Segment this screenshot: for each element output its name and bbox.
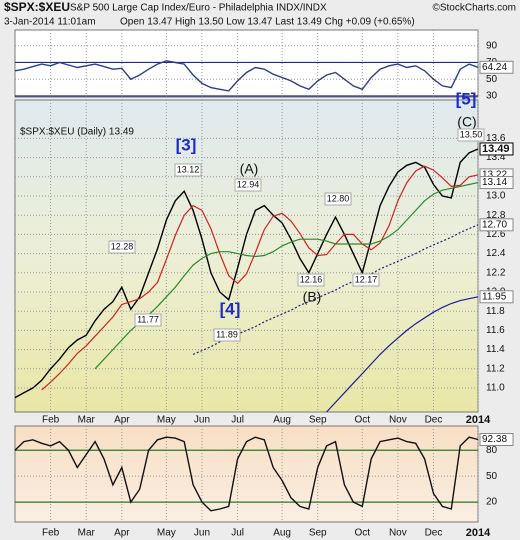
panel	[14, 29, 479, 98]
description: S&P 500 Large Cap Index/Euro - Philadelp…	[70, 3, 327, 14]
x-tick-label: 2014	[466, 527, 491, 539]
x-tick-label: Feb	[42, 415, 60, 426]
y-tick-label: 11.8	[486, 306, 505, 317]
peak-label: 12.16	[300, 274, 323, 284]
peak-label: 13.12	[177, 164, 200, 174]
y-tick-label: 20	[486, 497, 498, 508]
y-tick-label: 12.4	[486, 248, 506, 259]
x-tick-label: Dec	[425, 415, 443, 426]
y-tick-label: 11.4	[486, 344, 505, 355]
x-tick-label: Sep	[309, 528, 327, 539]
peak-label-box	[297, 273, 325, 287]
y-tick-label: 50	[486, 471, 498, 482]
y-tick-label: 11.6	[486, 325, 505, 336]
end-label: 11.95	[482, 291, 507, 302]
x-tick-label: Oct	[354, 528, 370, 539]
end-label-box	[479, 142, 514, 156]
peak-label: 12.94	[237, 179, 260, 189]
x-tick-label: Mar	[78, 528, 96, 539]
x-tick-label: Apr	[114, 528, 130, 539]
peak-label-box	[234, 178, 262, 192]
y-tick-label: 11.2	[486, 363, 505, 374]
x-tick-label: May	[157, 415, 176, 426]
x-tick-label: May	[157, 528, 176, 539]
y-tick-label: 12.2	[486, 267, 506, 278]
series-line	[14, 60, 479, 92]
panel	[14, 425, 479, 523]
end-label: 13.49	[482, 143, 510, 155]
peak-label-box	[134, 313, 162, 327]
y-tick-label: 12.8	[486, 210, 506, 221]
end-label-box	[479, 433, 514, 447]
series-line	[192, 224, 479, 355]
peak-label-box	[352, 273, 380, 287]
x-tick-label: Oct	[354, 415, 370, 426]
end-label-box	[479, 290, 514, 304]
x-tick-label: Jul	[231, 528, 244, 539]
end-label-box	[479, 218, 514, 232]
series-line	[14, 436, 479, 512]
peak-label-box	[174, 163, 202, 177]
y-tick-label: 12.6	[486, 229, 506, 240]
end-label: 92.38	[482, 434, 507, 445]
x-tick-label: 2014	[466, 414, 491, 426]
x-tick-label: Aug	[273, 415, 291, 426]
x-tick-label: Apr	[114, 415, 130, 426]
y-tick-label: 13.4	[486, 152, 506, 163]
y-tick-label: 50	[486, 74, 498, 85]
date: 3-Jan-2014 11:01am	[4, 17, 96, 28]
x-tick-label: Nov	[389, 415, 407, 426]
peak-label-box	[324, 192, 352, 206]
peak-label: 13.50	[460, 129, 483, 139]
peak-label: 12.28	[111, 241, 134, 251]
wave-label: (C)	[457, 114, 476, 130]
x-tick-label: Sep	[309, 415, 327, 426]
end-label-box	[479, 176, 514, 190]
y-tick-label: 30	[486, 91, 498, 102]
end-label: 64.24	[482, 62, 507, 73]
y-tick-label: 13.0	[486, 191, 506, 202]
peak-label: 11.77	[137, 314, 159, 324]
source: ©StockCharts.com	[432, 3, 516, 14]
peak-label: 12.17	[355, 274, 378, 284]
end-label: 13.22	[482, 170, 507, 181]
x-tick-label: Jul	[231, 415, 244, 426]
peak-label: 12.80	[327, 193, 350, 203]
y-tick-label: 13.6	[486, 133, 506, 144]
series-line	[14, 148, 479, 399]
symbol: $SPX:$XEU	[4, 0, 70, 14]
wave-label: [5]	[456, 89, 477, 108]
wave-label: (B)	[303, 289, 322, 305]
end-label: 12.70	[482, 219, 507, 230]
peak-label: 11.89	[216, 329, 238, 339]
x-tick-label: Dec	[425, 528, 443, 539]
peak-label-box	[457, 128, 485, 142]
end-label: 13.14	[482, 177, 507, 188]
wave-label: [3]	[176, 135, 197, 154]
x-tick-label: Nov	[389, 528, 407, 539]
x-tick-label: Mar	[78, 415, 96, 426]
x-tick-label: Jun	[194, 415, 210, 426]
peak-label-box	[108, 240, 136, 254]
wave-label: [4]	[220, 299, 241, 318]
y-tick-label: 90	[486, 40, 498, 51]
x-tick-label: Jun	[194, 528, 210, 539]
quote: Open 13.47 High 13.50 Low 13.47 Last 13.…	[120, 17, 415, 28]
legend: $SPX:$XEU (Daily) 13.49	[20, 127, 134, 138]
end-label-box	[479, 60, 514, 74]
series-line	[94, 182, 479, 370]
y-tick-label: 80	[486, 445, 498, 456]
x-tick-label: Aug	[273, 528, 291, 539]
x-tick-label: Feb	[42, 528, 60, 539]
series-line	[41, 165, 479, 391]
y-tick-label: 11.0	[486, 383, 505, 394]
series-line	[326, 296, 479, 413]
peak-label-box	[213, 328, 241, 342]
wave-label: (A)	[240, 161, 259, 177]
